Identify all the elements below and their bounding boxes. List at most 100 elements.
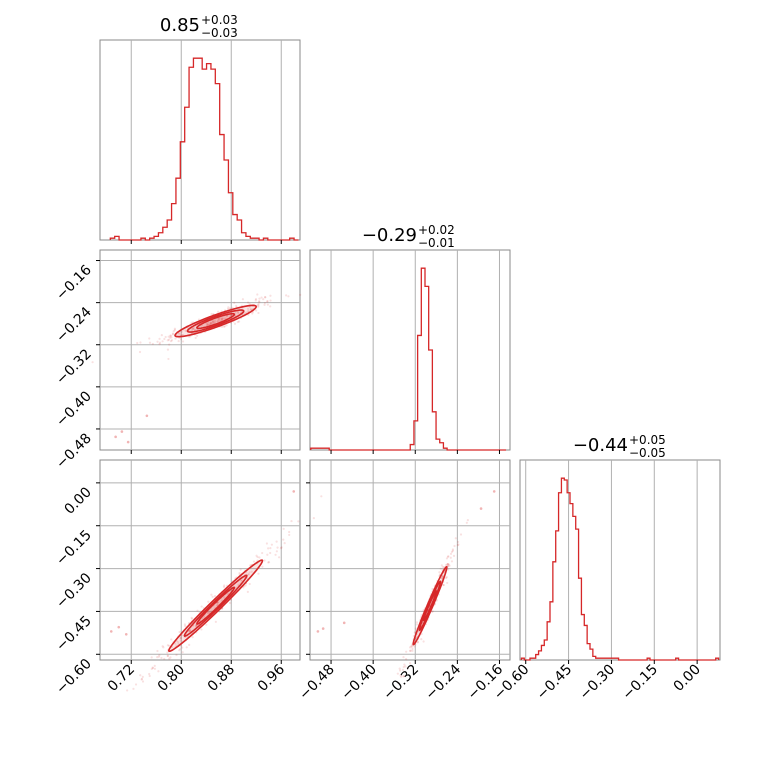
pair-1-sample	[166, 644, 169, 647]
pair-2-sample	[401, 668, 404, 671]
pair-0-sample	[169, 334, 172, 337]
x-tick-label-param-2-2: −0.30	[577, 662, 619, 704]
pair-1-sample	[257, 572, 260, 575]
x-tick-label-param-2-1: −0.45	[534, 662, 576, 704]
pair-1-sample	[223, 584, 226, 587]
pair-2-sample	[448, 564, 451, 567]
pair-2-sample	[415, 623, 419, 626]
pair-1-sample	[205, 623, 208, 626]
pair-2-sample	[405, 658, 408, 661]
pair-1-sample	[249, 564, 252, 567]
y-tick-label-param-2-0: −0.60	[53, 656, 95, 698]
pair-1-sample	[270, 543, 273, 546]
pair-2-sample	[454, 537, 457, 540]
pair-2-sample	[413, 631, 416, 634]
pair-2-sample	[459, 533, 463, 536]
pair-1-sample	[177, 641, 180, 644]
pair-1-sample	[226, 592, 230, 596]
pair-2-sample	[420, 638, 423, 641]
pair-0-sample	[170, 339, 174, 342]
pair-1-outlier-2	[124, 632, 128, 636]
pair-1-sample	[148, 674, 151, 678]
pair-2-sample	[431, 610, 434, 613]
pair-1-sample	[261, 551, 264, 555]
pair-0-sample	[220, 318, 223, 321]
pair-0-sample	[299, 293, 302, 296]
pair-1-sample	[267, 561, 270, 564]
pair-0-sample	[166, 339, 169, 342]
pair-0-sample	[179, 338, 183, 341]
pair-1-sample	[178, 649, 181, 652]
pair-2-sample	[402, 674, 405, 678]
pair-0-sample	[225, 324, 228, 327]
pair-0-sample	[258, 297, 261, 300]
pair-0-sample	[170, 336, 173, 339]
pair-1-outlier-0	[109, 630, 113, 633]
pair-1-sample	[279, 547, 283, 550]
pair-1-sample	[237, 583, 240, 586]
pair-1-sample	[269, 551, 272, 555]
pair-0-sample	[222, 325, 226, 328]
pair-1-sample	[179, 636, 182, 640]
pair-1-sample	[168, 644, 171, 647]
pair-0-sample	[191, 327, 195, 331]
title-param-1-minus: −0.01	[418, 236, 455, 250]
pair-0-sample	[163, 337, 166, 341]
title-param-0-plus: +0.03	[201, 13, 238, 27]
pair-1-sample	[163, 657, 166, 661]
pair-0-sample	[266, 303, 269, 306]
pair-2-sample	[409, 662, 412, 665]
pair-2-sample	[398, 669, 402, 672]
pair-0-sample	[210, 312, 213, 316]
pair-1-sample	[258, 556, 261, 559]
pair-1-sample	[274, 553, 277, 556]
pair-0-sample	[236, 320, 239, 324]
pair-1-sample	[161, 645, 164, 648]
data-layer	[91, 57, 720, 692]
pair-0-sample	[246, 301, 250, 304]
pair-0-sample	[148, 341, 152, 344]
pair-2-sample	[446, 555, 450, 558]
pair-2-contour-1	[418, 580, 442, 631]
pair-1-sample	[190, 616, 193, 619]
pair-2-sample	[439, 567, 442, 570]
x-tick-label-param-0-1: 0.80	[155, 662, 188, 695]
pair-0-sample	[173, 327, 177, 330]
pair-2-sample	[451, 548, 455, 551]
pair-1-sample	[140, 677, 144, 680]
pair-0-sample	[260, 296, 263, 299]
x-tick-label-param-2-4: 0.00	[671, 662, 704, 695]
pair-2-sample	[442, 583, 445, 587]
pair-2-sample	[450, 550, 454, 553]
pair-1-sample	[246, 590, 249, 593]
pair-0-sample	[160, 333, 163, 337]
pair-0-sample	[156, 340, 159, 343]
y-tick-label-param-1-3: −0.24	[53, 304, 95, 346]
pair-1-sample	[150, 667, 153, 671]
pair-0-sample	[257, 305, 260, 308]
pair-0-sample	[287, 295, 290, 298]
pair-1-sample	[188, 628, 192, 631]
pair-1-sample	[312, 517, 315, 520]
y-tick-label-param-1-0: −0.48	[53, 430, 95, 472]
pair-2-sample	[402, 665, 405, 669]
pair-0-sample	[264, 296, 267, 299]
pair-frame-1	[99, 459, 301, 661]
pair-0-sample	[257, 302, 260, 306]
pair-0-contour-1	[186, 309, 245, 333]
pair-1-sample	[282, 538, 285, 541]
pair-0-sample	[180, 330, 183, 333]
title-param-1-plus: +0.02	[418, 223, 455, 237]
pair-1-sample	[157, 655, 160, 658]
pair-0-sample	[181, 340, 185, 343]
pair-0-sample	[167, 338, 171, 341]
pair-1-sample	[179, 639, 182, 642]
pair-1-sample	[174, 642, 177, 645]
pair-0-sample	[234, 312, 237, 315]
pair-1-sample	[126, 689, 129, 692]
pair-0-sample	[224, 317, 227, 320]
pair-0-sample	[158, 341, 162, 344]
pair-2-contour-2	[412, 565, 448, 646]
pair-0-sample	[247, 307, 250, 311]
pair-0-sample	[166, 348, 170, 351]
